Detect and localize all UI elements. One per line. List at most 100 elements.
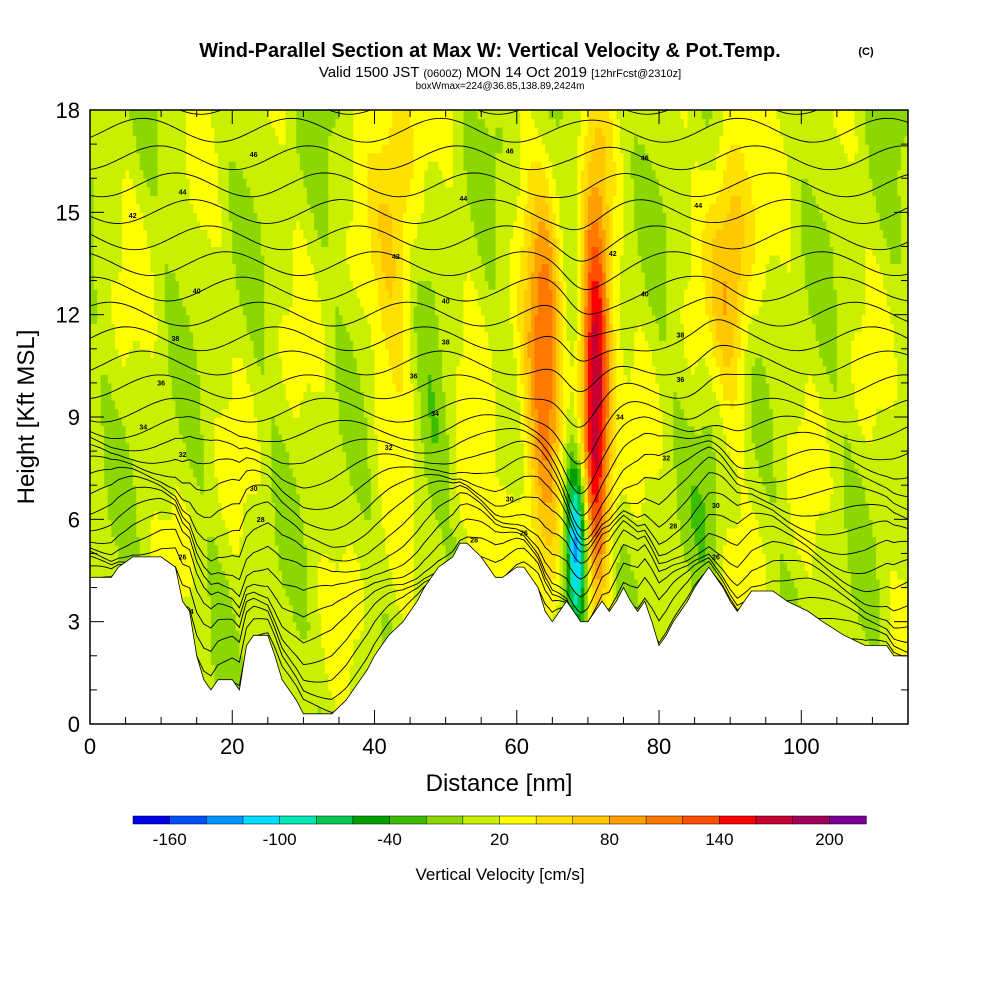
velocity-cell <box>193 144 197 153</box>
velocity-cell <box>172 366 176 375</box>
velocity-cell <box>232 383 236 392</box>
velocity-cell <box>165 323 169 332</box>
velocity-cell <box>271 443 275 452</box>
velocity-cell <box>254 212 258 221</box>
velocity-cell <box>225 613 229 622</box>
velocity-cell <box>108 408 112 417</box>
velocity-cell <box>321 408 325 417</box>
velocity-cell <box>296 605 300 614</box>
velocity-cell <box>243 187 247 196</box>
velocity-cell <box>136 153 140 162</box>
velocity-cell <box>108 136 112 145</box>
velocity-cell <box>165 383 169 392</box>
velocity-cell <box>94 272 98 281</box>
velocity-cell <box>101 366 105 375</box>
velocity-cell <box>222 596 226 605</box>
velocity-cell <box>129 323 133 332</box>
velocity-cell <box>300 306 304 315</box>
velocity-cell <box>172 289 176 298</box>
velocity-cell <box>207 519 211 528</box>
velocity-cell <box>264 400 268 409</box>
velocity-cell <box>97 545 101 554</box>
velocity-cell <box>293 255 297 264</box>
velocity-cell <box>236 212 240 221</box>
velocity-cell <box>150 451 154 460</box>
velocity-cell <box>236 153 240 162</box>
velocity-cell <box>257 426 261 435</box>
velocity-cell <box>300 485 304 494</box>
velocity-cell <box>197 494 201 503</box>
velocity-cell <box>172 272 176 281</box>
velocity-cell <box>293 298 297 307</box>
velocity-cell <box>275 255 279 264</box>
velocity-cell <box>243 443 247 452</box>
velocity-cell <box>325 246 329 255</box>
velocity-cell <box>122 315 126 324</box>
velocity-cell <box>115 468 119 477</box>
velocity-cell <box>204 408 208 417</box>
velocity-cell <box>232 451 236 460</box>
velocity-cell <box>335 588 339 597</box>
velocity-cell <box>218 332 222 341</box>
velocity-cell <box>111 264 115 273</box>
velocity-cell <box>296 477 300 486</box>
velocity-cell <box>197 136 201 145</box>
velocity-cell <box>229 281 233 290</box>
velocity-cell <box>186 485 190 494</box>
velocity-cell <box>332 605 336 614</box>
velocity-cell <box>140 511 144 520</box>
velocity-cell <box>289 426 293 435</box>
velocity-cell <box>243 272 247 281</box>
velocity-cell <box>293 639 297 648</box>
velocity-cell <box>101 281 105 290</box>
velocity-cell <box>314 298 318 307</box>
velocity-cell <box>246 323 250 332</box>
velocity-cell <box>175 281 179 290</box>
velocity-cell <box>140 246 144 255</box>
velocity-cell <box>94 477 98 486</box>
velocity-cell <box>211 127 215 136</box>
velocity-cell <box>311 289 315 298</box>
velocity-cell <box>186 426 190 435</box>
velocity-cell <box>314 639 318 648</box>
velocity-cell <box>186 204 190 213</box>
velocity-cell <box>214 656 218 665</box>
velocity-cell <box>108 400 112 409</box>
velocity-cell <box>279 340 283 349</box>
velocity-cell <box>254 366 258 375</box>
velocity-cell <box>264 468 268 477</box>
velocity-cell <box>332 255 336 264</box>
velocity-cell <box>222 195 226 204</box>
velocity-cell <box>332 136 336 145</box>
velocity-cell <box>222 613 226 622</box>
velocity-cell <box>126 246 130 255</box>
velocity-cell <box>207 528 211 537</box>
velocity-cell <box>250 374 254 383</box>
velocity-cell <box>286 571 290 580</box>
velocity-cell <box>257 434 261 443</box>
velocity-cell <box>126 255 130 264</box>
velocity-cell <box>211 170 215 179</box>
velocity-cell <box>289 443 293 452</box>
velocity-cell <box>239 238 243 247</box>
velocity-cell <box>332 468 336 477</box>
velocity-cell <box>282 255 286 264</box>
velocity-cell <box>168 443 172 452</box>
velocity-cell <box>193 204 197 213</box>
velocity-cell <box>143 110 147 119</box>
velocity-cell <box>204 212 208 221</box>
velocity-cell <box>118 340 122 349</box>
velocity-cell <box>204 178 208 187</box>
velocity-cell <box>335 639 339 648</box>
velocity-cell <box>307 451 311 460</box>
velocity-cell <box>172 315 176 324</box>
velocity-cell <box>325 698 329 707</box>
velocity-cell <box>122 417 126 426</box>
velocity-cell <box>264 119 268 128</box>
velocity-cell <box>122 451 126 460</box>
velocity-cell <box>140 136 144 145</box>
velocity-cell <box>229 264 233 273</box>
velocity-cell <box>111 195 115 204</box>
velocity-cell <box>222 605 226 614</box>
velocity-cell <box>179 238 183 247</box>
